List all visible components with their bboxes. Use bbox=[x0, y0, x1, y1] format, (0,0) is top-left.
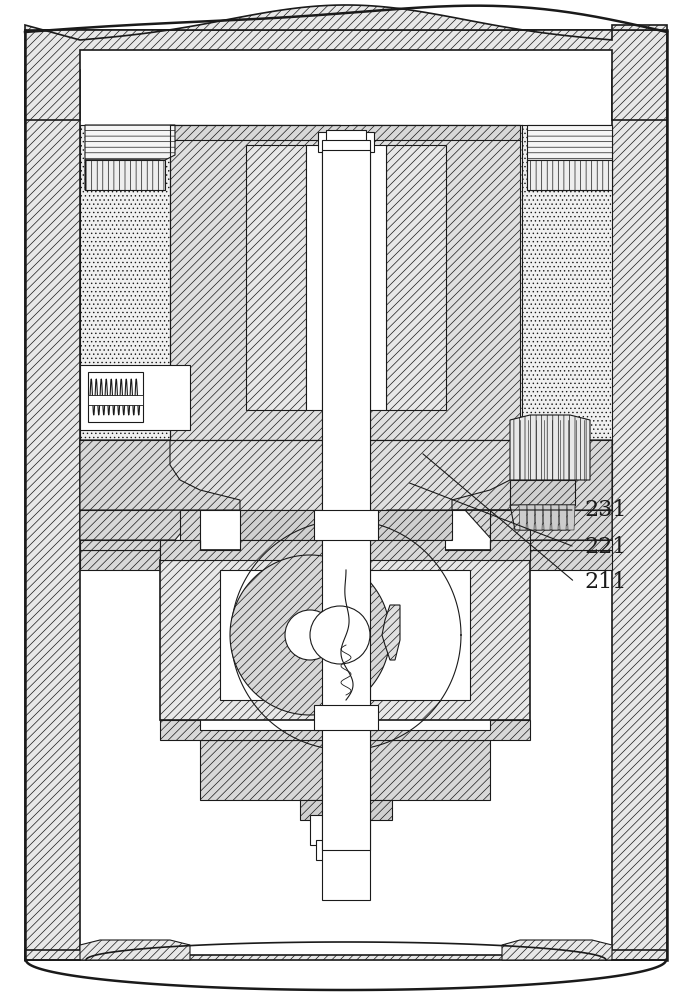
Polygon shape bbox=[25, 70, 80, 960]
Polygon shape bbox=[240, 510, 452, 540]
Bar bbox=[80, 440, 612, 520]
Polygon shape bbox=[160, 510, 200, 560]
Ellipse shape bbox=[285, 610, 335, 660]
Polygon shape bbox=[551, 505, 559, 530]
Polygon shape bbox=[543, 505, 551, 530]
Polygon shape bbox=[527, 125, 612, 160]
Polygon shape bbox=[160, 540, 530, 560]
Bar bbox=[314, 705, 378, 730]
Bar bbox=[314, 510, 378, 540]
Polygon shape bbox=[80, 550, 160, 570]
Polygon shape bbox=[490, 490, 530, 560]
Polygon shape bbox=[80, 510, 200, 540]
Polygon shape bbox=[85, 125, 175, 160]
Polygon shape bbox=[80, 940, 190, 960]
Bar bbox=[88, 395, 143, 405]
Polygon shape bbox=[85, 160, 165, 190]
Bar bbox=[318, 132, 374, 152]
Text: 231: 231 bbox=[585, 499, 627, 521]
Polygon shape bbox=[160, 550, 530, 720]
Polygon shape bbox=[519, 505, 527, 530]
Bar bbox=[220, 570, 470, 700]
Polygon shape bbox=[527, 160, 612, 190]
Bar bbox=[322, 140, 370, 900]
Bar bbox=[88, 372, 143, 422]
Polygon shape bbox=[25, 5, 667, 40]
Polygon shape bbox=[80, 125, 340, 440]
Polygon shape bbox=[452, 440, 612, 510]
Polygon shape bbox=[25, 950, 667, 960]
Polygon shape bbox=[386, 145, 446, 410]
Bar bbox=[80, 365, 190, 430]
Polygon shape bbox=[80, 440, 240, 510]
Polygon shape bbox=[567, 505, 575, 530]
Polygon shape bbox=[510, 415, 590, 480]
Polygon shape bbox=[445, 550, 612, 570]
Polygon shape bbox=[527, 505, 535, 530]
Text: 211: 211 bbox=[585, 571, 627, 593]
Polygon shape bbox=[352, 125, 612, 440]
Polygon shape bbox=[352, 125, 520, 440]
Bar bbox=[75, 40, 615, 960]
Polygon shape bbox=[300, 800, 392, 820]
Polygon shape bbox=[160, 720, 530, 740]
Polygon shape bbox=[80, 440, 612, 510]
Polygon shape bbox=[490, 540, 612, 550]
Polygon shape bbox=[170, 125, 520, 140]
Polygon shape bbox=[559, 505, 567, 530]
Polygon shape bbox=[527, 160, 612, 190]
Bar bbox=[326, 130, 366, 145]
Ellipse shape bbox=[310, 606, 370, 664]
Bar bbox=[316, 840, 334, 860]
Polygon shape bbox=[465, 510, 612, 540]
Polygon shape bbox=[230, 555, 390, 715]
Bar bbox=[310, 815, 340, 845]
Polygon shape bbox=[246, 145, 306, 410]
Bar bbox=[306, 145, 386, 410]
Polygon shape bbox=[535, 505, 543, 530]
Polygon shape bbox=[510, 505, 575, 530]
Polygon shape bbox=[85, 160, 165, 190]
Polygon shape bbox=[200, 740, 490, 800]
Polygon shape bbox=[170, 125, 340, 440]
Polygon shape bbox=[612, 70, 667, 960]
Polygon shape bbox=[80, 540, 200, 550]
Bar bbox=[322, 150, 370, 850]
Polygon shape bbox=[510, 480, 575, 505]
Polygon shape bbox=[382, 605, 400, 660]
Text: 221: 221 bbox=[585, 536, 627, 558]
Polygon shape bbox=[502, 940, 612, 960]
Polygon shape bbox=[25, 30, 667, 120]
